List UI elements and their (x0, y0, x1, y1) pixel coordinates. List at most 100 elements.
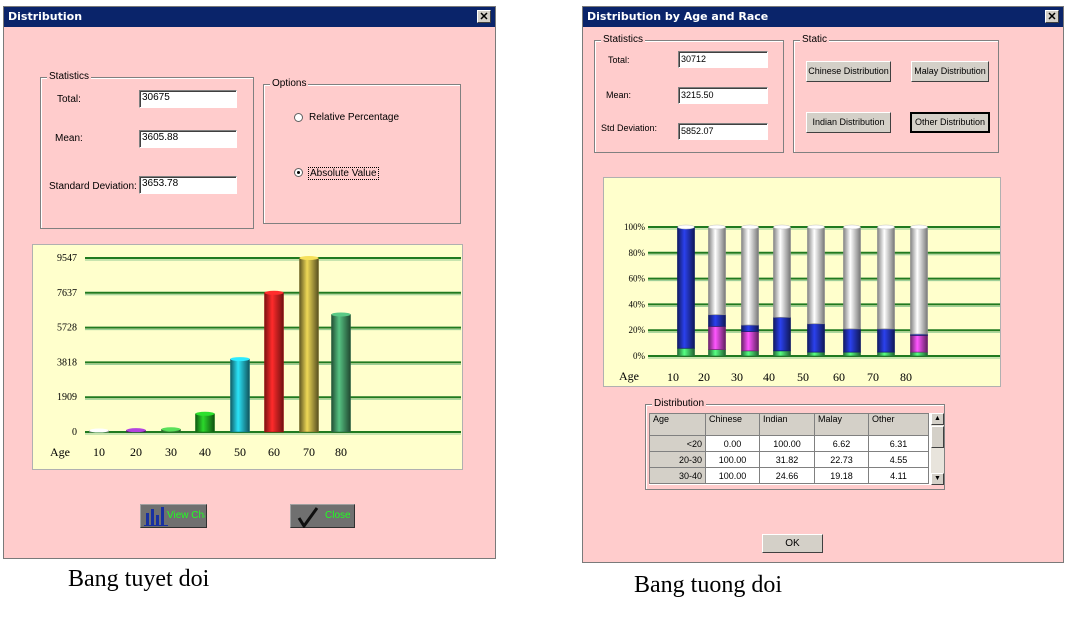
scroll-up-icon[interactable]: ▲ (931, 413, 944, 425)
table-cell: 4.11 (868, 467, 929, 484)
std-deviation-field[interactable]: 5852.07 (678, 123, 768, 140)
total-field[interactable]: 30712 (678, 51, 768, 68)
relative-percentage-label[interactable]: Relative Percentage (309, 112, 400, 123)
scroll-down-icon[interactable]: ▼ (931, 473, 944, 485)
distribution-by-age-race-window: Distribution by Age and Race ✕ Statistic… (582, 6, 1064, 563)
window-title: Distribution (4, 7, 495, 27)
std-deviation-label: Std Deviation: (601, 123, 658, 133)
bar-segment (741, 226, 759, 326)
bar-top (89, 428, 109, 433)
bar-top (195, 411, 215, 416)
bar-segment (807, 323, 825, 353)
bar-segment (877, 226, 895, 330)
y-tick-label: 7637 (57, 288, 77, 299)
bar-segment (741, 350, 759, 357)
bar-top (264, 290, 284, 295)
y-tick-label: 60% (629, 274, 646, 284)
bar-segment (677, 226, 695, 349)
mean-label: Mean: (606, 90, 632, 100)
ok-button[interactable]: OK (762, 534, 823, 553)
distribution-table-header: Age Chinese Indian Malay Other (649, 413, 929, 436)
scroll-thumb[interactable] (931, 426, 944, 448)
bar-top (910, 224, 928, 230)
bar-top (708, 224, 726, 230)
bar-top (230, 357, 250, 362)
x-tick-label: 60 (833, 370, 845, 384)
bar-top (677, 224, 695, 230)
table-cell: 30-40 (649, 467, 706, 484)
y-tick-label: 20% (629, 325, 646, 335)
table-cell: 22.73 (814, 451, 869, 468)
table-cell: 31.82 (759, 451, 815, 468)
bar-segment (741, 331, 759, 352)
x-tick-label: 80 (335, 445, 347, 459)
static-group: Static Chinese Distribution Malay Distri… (793, 34, 999, 153)
other-distribution-button[interactable]: Other Distribution (910, 112, 990, 133)
relative-stacked-bar-chart: 0% 20% 40% 60% 80% 100% Age 10 20 30 40 50 60 70 80 (619, 222, 1000, 384)
bar-top (741, 224, 759, 230)
column-header[interactable]: Malay (814, 413, 869, 436)
relative-percentage-radio[interactable] (294, 113, 303, 122)
bar-top (126, 428, 146, 433)
close-button-label: Close (325, 510, 351, 521)
bar-segment (910, 351, 928, 357)
column-header[interactable]: Other (868, 413, 929, 436)
table-cell: <20 (649, 435, 706, 452)
bar-segment (877, 328, 895, 353)
distribution-group: Distribution Age Chinese Indian Malay Other … (645, 398, 945, 490)
y-tick-label: 80% (629, 248, 646, 258)
x-tick-label: 30 (165, 445, 177, 459)
table-row[interactable]: <20 0.00 100.00 6.62 6.31 (649, 435, 929, 452)
bar (299, 257, 319, 433)
statistics-group-label: Statistics (601, 34, 646, 45)
close-icon[interactable]: ✕ (1045, 10, 1059, 23)
x-tick-label: 50 (797, 370, 809, 384)
bar-segment (708, 314, 726, 327)
total-field[interactable]: 30675 (139, 90, 237, 108)
std-deviation-field[interactable]: 3653.78 (139, 176, 237, 194)
y-tick-label: 40% (629, 299, 646, 309)
bar-chart-icon (144, 507, 168, 526)
table-row[interactable]: 20-30 100.00 31.82 22.73 4.55 (649, 451, 929, 468)
column-header[interactable]: Chinese (705, 413, 760, 436)
view-chart-button[interactable]: View Chart (140, 504, 207, 528)
absolute-value-label[interactable]: Absolute Value (308, 167, 379, 180)
bar (264, 292, 284, 433)
bar-segment (773, 316, 791, 352)
y-tick-label: 3818 (57, 357, 77, 368)
absolute-bar-chart: 0 1909 3818 5728 7637 9547 Age 10 20 30 40 50 60 70 80 (50, 253, 461, 459)
x-tick-label: 80 (900, 370, 912, 384)
table-row[interactable]: 30-40 100.00 24.66 19.18 4.11 (649, 467, 929, 484)
bar-top (877, 224, 895, 230)
column-header[interactable]: Age (649, 413, 706, 436)
left-caption: Bang tuyet doi (68, 566, 210, 592)
bar-segment (708, 325, 726, 350)
x-tick-label: 70 (867, 370, 879, 384)
options-group: Options Relative Percentage Absolute Val… (263, 78, 461, 224)
bar-segment (677, 347, 695, 357)
mean-field[interactable]: 3605.88 (139, 130, 237, 148)
bar (230, 358, 250, 433)
bar-top (773, 224, 791, 230)
column-header[interactable]: Indian (759, 413, 815, 436)
statistics-group: Statistics Total: 30712 Mean: 3215.50 St… (594, 34, 784, 153)
bar-top (331, 312, 351, 317)
absolute-value-radio[interactable] (294, 168, 303, 177)
mean-label: Mean: (55, 133, 83, 144)
bar-segment (807, 226, 825, 325)
malay-distribution-button[interactable]: Malay Distribution (911, 61, 989, 82)
chinese-distribution-button[interactable]: Chinese Distribution (806, 61, 891, 82)
bar-segment (773, 226, 791, 318)
mean-field[interactable]: 3215.50 (678, 87, 768, 104)
indian-distribution-button[interactable]: Indian Distribution (806, 112, 891, 133)
close-icon[interactable]: ✕ (477, 10, 491, 23)
vertical-scrollbar[interactable]: ▲ ▼ (931, 413, 944, 485)
static-group-label: Static (800, 34, 830, 45)
right-caption: Bang tuong doi (634, 572, 782, 598)
table-cell: 20-30 (649, 451, 706, 468)
bar-segment (807, 351, 825, 357)
bar (195, 413, 215, 433)
absolute-chart-area: 0 1909 3818 5728 7637 9547 Age 10 20 30 40 50 60 70 80 (32, 244, 463, 470)
close-button[interactable]: Close (290, 504, 355, 528)
bar-segment (910, 335, 928, 353)
